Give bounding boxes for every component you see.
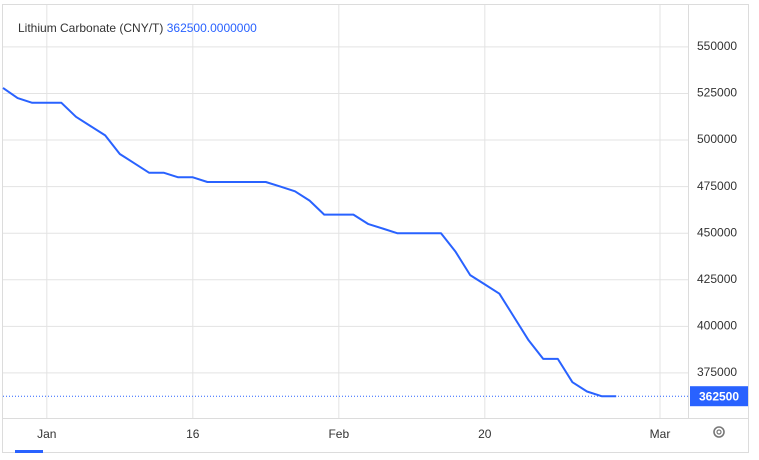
y-tick-label: 450000 <box>697 225 737 239</box>
x-tick-label: 16 <box>186 427 200 441</box>
x-tick-label: 20 <box>478 427 492 441</box>
gear[interactable] <box>713 426 725 438</box>
gear-hub[interactable] <box>716 429 722 435</box>
y-tick-label: 475000 <box>697 179 737 193</box>
last-value: 362500.0000000 <box>167 21 257 35</box>
price-line <box>2 87 617 398</box>
y-tick-label: 525000 <box>697 86 737 100</box>
y-tick-label: 375000 <box>697 365 737 379</box>
chart-title: Lithium Carbonate (CNY/T) 362500.0000000 <box>18 21 257 35</box>
plot: 362500 <box>2 87 748 407</box>
last-price-label: 362500 <box>699 389 739 403</box>
frame <box>2 4 749 453</box>
x-tick-label: Mar <box>650 427 671 441</box>
last-price-badge <box>690 386 748 407</box>
y-tick-label: 500000 <box>697 132 737 146</box>
x-tick-label: Feb <box>328 427 349 441</box>
title: Lithium Carbonate (CNY/T) <box>18 21 163 35</box>
y-tick-label: 425000 <box>697 272 737 286</box>
settings-icon[interactable] <box>713 426 725 438</box>
grid <box>3 5 688 418</box>
tab-indicator <box>15 450 43 453</box>
y-tick-label: 400000 <box>697 319 737 333</box>
y-tick-label: 550000 <box>697 39 737 53</box>
x-tick-label: Jan <box>37 427 56 441</box>
